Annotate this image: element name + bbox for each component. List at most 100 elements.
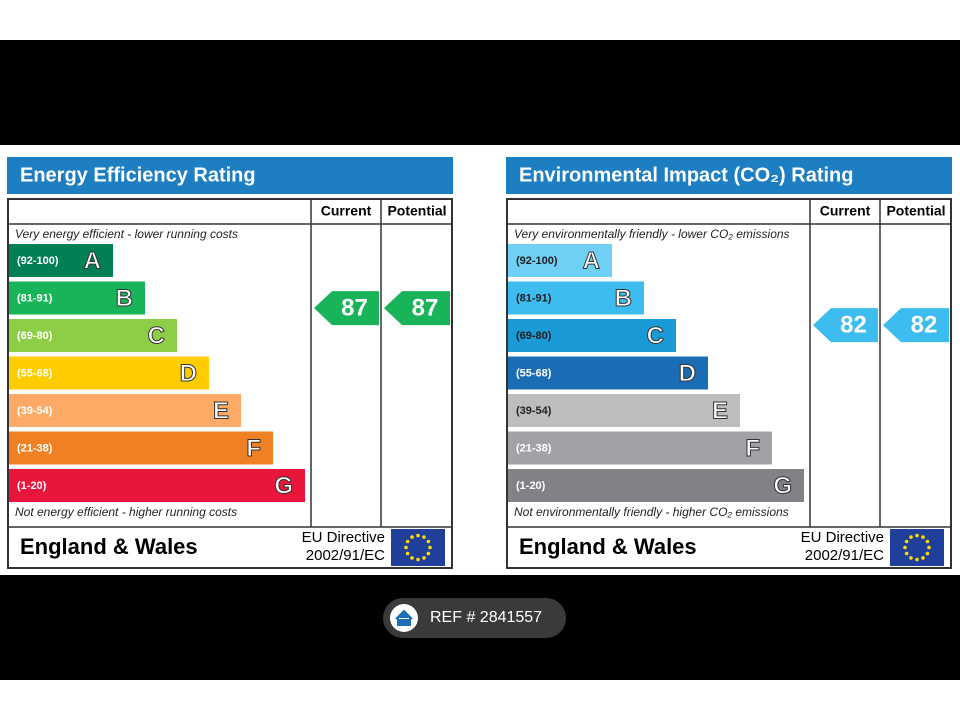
flag-star xyxy=(921,556,925,560)
band-range: (81-91) xyxy=(516,292,552,304)
directive-code: 2002/91/EC xyxy=(805,547,884,564)
rating-arrow xyxy=(813,308,878,343)
rating-band xyxy=(508,281,644,315)
flag-star xyxy=(416,533,420,538)
rating-band xyxy=(508,319,676,352)
band-range: (69-80) xyxy=(516,330,552,342)
flag-star xyxy=(410,556,414,560)
rating-band xyxy=(9,281,145,315)
band-range: (39-54) xyxy=(516,405,552,417)
flag-star xyxy=(921,535,925,539)
band-letter: D xyxy=(679,360,696,387)
rating-band xyxy=(508,356,708,390)
rating-value: 82 xyxy=(911,312,938,339)
band-letter: B xyxy=(615,285,632,312)
flag-star xyxy=(410,535,414,539)
flag-star xyxy=(925,539,930,544)
band-letter: F xyxy=(745,435,760,462)
flag-star xyxy=(909,535,913,539)
table-box xyxy=(506,198,952,569)
rating-band xyxy=(508,244,612,277)
region: England & Wales xyxy=(519,534,697,559)
band-range: (21-38) xyxy=(516,442,552,454)
rating-band xyxy=(9,319,177,352)
rating-band xyxy=(9,431,273,465)
band-letter: F xyxy=(246,435,261,462)
rating-band xyxy=(9,394,241,427)
flag-star xyxy=(927,545,931,550)
rating-band xyxy=(9,469,305,502)
rating-value: 87 xyxy=(341,294,368,321)
rating-arrow xyxy=(384,291,450,326)
flag-star xyxy=(925,551,930,556)
top-note: Very energy efficient - lower running co… xyxy=(15,227,238,241)
band-range: (92-100) xyxy=(17,255,59,267)
flag-star xyxy=(405,539,410,544)
column-header: Potential xyxy=(886,203,945,219)
flag-star xyxy=(903,545,907,550)
panel-title: Environmental Impact (CO₂) Rating xyxy=(519,164,853,186)
flag-star xyxy=(404,545,408,550)
band-letter: G xyxy=(274,472,293,499)
band-range: (55-68) xyxy=(17,367,53,379)
rating-band xyxy=(508,431,772,465)
band-letter: E xyxy=(213,397,229,424)
rating-band xyxy=(9,356,209,390)
directive: EU Directive xyxy=(801,529,884,546)
bottom-note: Not energy efficient - higher running co… xyxy=(15,505,237,519)
flag-star xyxy=(426,539,431,544)
flag-star xyxy=(915,557,919,562)
column-header: Current xyxy=(321,203,372,219)
band-range: (39-54) xyxy=(17,405,53,417)
rating-value: 87 xyxy=(412,294,439,321)
column-header: Current xyxy=(820,203,871,219)
band-range: (21-38) xyxy=(17,442,53,454)
band-letter: D xyxy=(180,360,197,387)
band-range: (69-80) xyxy=(17,330,53,342)
bottom-note: Not environmentally friendly - higher CO… xyxy=(514,505,789,519)
band-range: (1-20) xyxy=(17,480,47,492)
band-range: (81-91) xyxy=(17,292,53,304)
flag-star xyxy=(915,533,919,538)
panel-title: Energy Efficiency Rating xyxy=(20,164,256,186)
directive: EU Directive xyxy=(302,529,385,546)
flag-star xyxy=(909,556,913,560)
top-bar xyxy=(0,40,960,145)
flag-star xyxy=(904,539,909,544)
band-range: (92-100) xyxy=(516,255,558,267)
directive-code: 2002/91/EC xyxy=(306,547,385,564)
flag-star xyxy=(428,545,432,550)
band-letter: E xyxy=(712,397,728,424)
ref-pill xyxy=(383,598,566,638)
rating-band xyxy=(508,394,740,427)
band-letter: C xyxy=(647,322,664,349)
flag-star xyxy=(416,557,420,562)
flag-star xyxy=(426,551,431,556)
band-letter: B xyxy=(116,285,133,312)
title-bar xyxy=(7,157,453,194)
table-box xyxy=(7,198,453,569)
band-range: (55-68) xyxy=(516,367,552,379)
flag-star xyxy=(422,535,426,539)
band-letter: A xyxy=(84,247,101,274)
rating-arrow xyxy=(883,308,949,343)
rating-value: 82 xyxy=(840,312,867,339)
flag-star xyxy=(422,556,426,560)
flag-star xyxy=(904,551,909,556)
band-letter: C xyxy=(148,322,165,349)
flag-star xyxy=(405,551,410,556)
column-header: Potential xyxy=(387,203,446,219)
band-letter: A xyxy=(583,247,600,274)
top-note: Very environmentally friendly - lower CO… xyxy=(514,227,790,241)
region: England & Wales xyxy=(20,534,198,559)
band-range: (1-20) xyxy=(516,480,546,492)
rating-arrow xyxy=(314,291,379,326)
ref-text: REF # 2841557 xyxy=(430,609,542,626)
rating-band xyxy=(9,244,113,277)
band-letter: G xyxy=(773,472,792,499)
home-glyph xyxy=(395,609,413,626)
rating-band xyxy=(508,469,804,502)
title-bar xyxy=(506,157,952,194)
